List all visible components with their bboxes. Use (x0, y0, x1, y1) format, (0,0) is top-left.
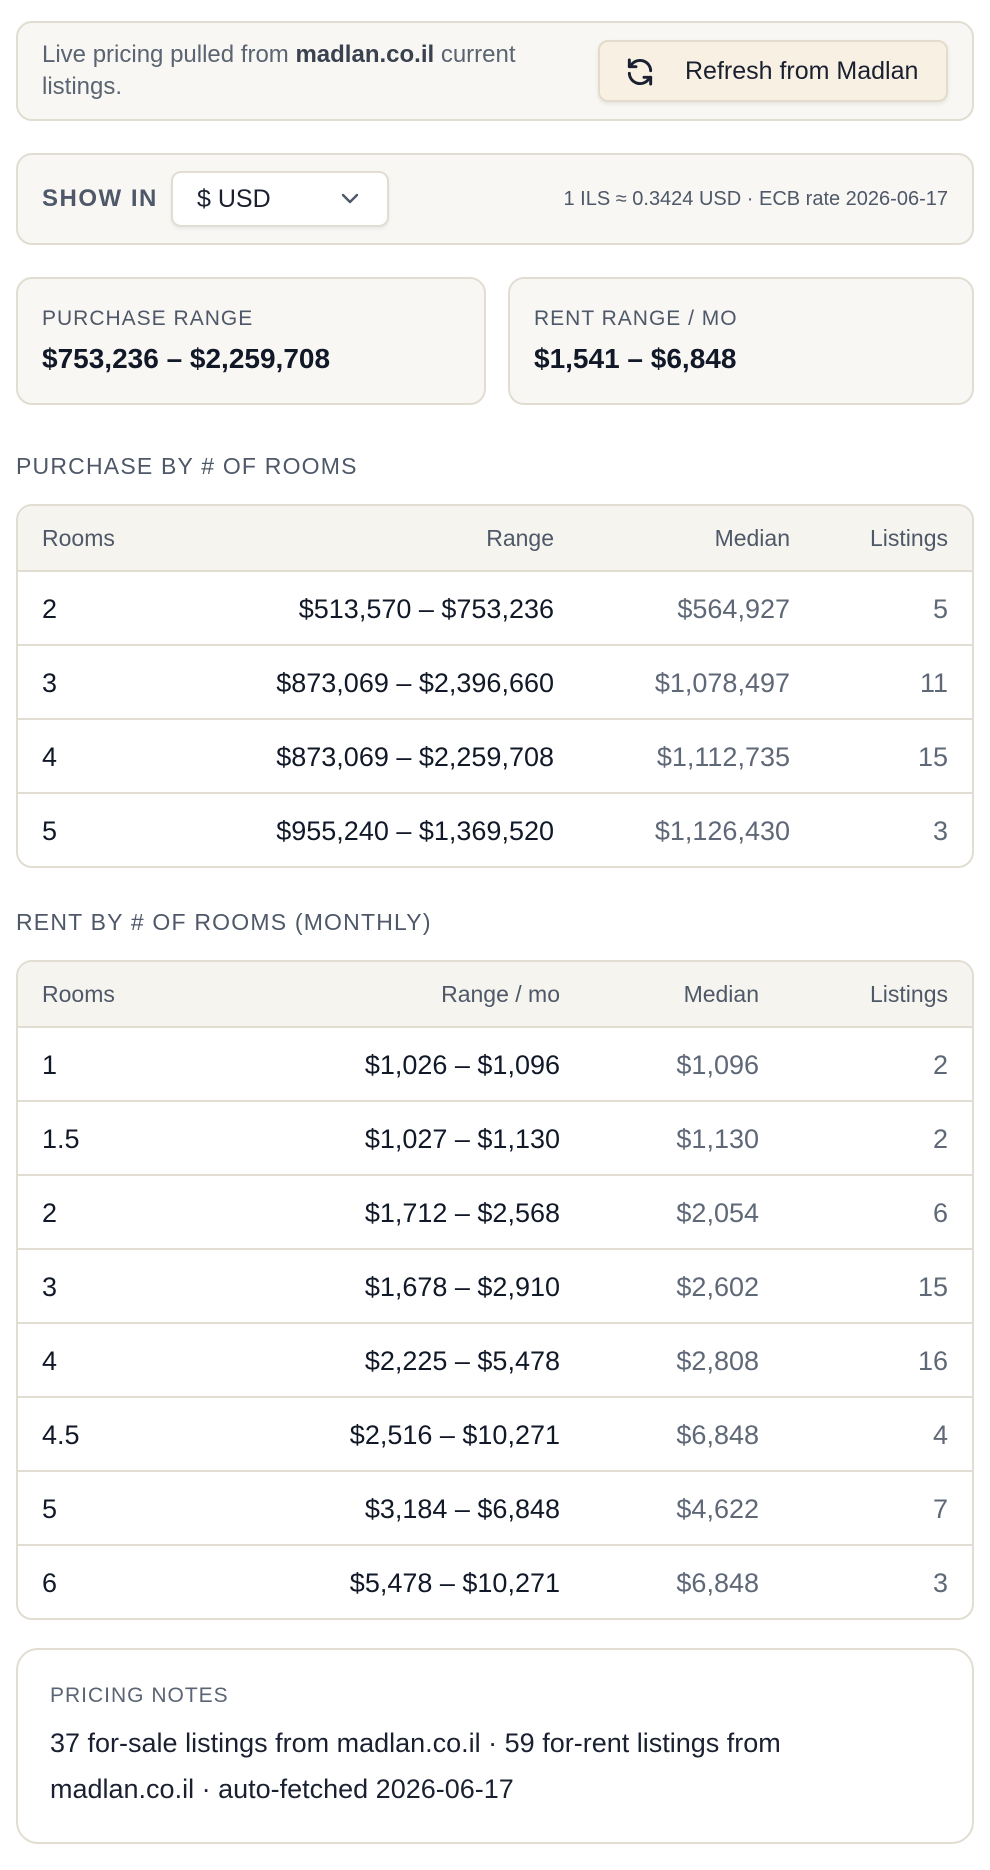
refresh-button-label: Refresh from Madlan (685, 57, 919, 85)
cell-range: $873,069 – $2,396,660 (276, 668, 554, 698)
cell-listings: 7 (932, 1494, 948, 1524)
cell-range: $513,570 – $753,236 (298, 594, 554, 624)
currency-bar: SHOW IN $ USD 1 ILS ≈ 0.3424 USD · ECB r… (16, 153, 974, 245)
cell-median: $1,078,497 (654, 668, 790, 698)
column-header-median: Median (683, 981, 759, 1007)
column-header-range: Range / mo (441, 981, 560, 1007)
cell-median: $6,848 (676, 1568, 759, 1598)
cell-range: $955,240 – $1,369,520 (276, 816, 554, 846)
banner-text-prefix: Live pricing pulled from (42, 41, 296, 68)
cell-listings: 15 (917, 1272, 948, 1302)
cell-rooms: 5 (42, 816, 58, 846)
cell-listings: 5 (932, 594, 948, 624)
column-header-range: Range (486, 525, 554, 551)
cell-rooms: 3 (42, 668, 58, 698)
purchase-range-value: $753,236 – $2,259,708 (42, 343, 331, 374)
table-row: 1.5 $1,027 – $1,130 $1,130 2 (18, 1100, 972, 1174)
cell-range: $2,225 – $5,478 (364, 1346, 560, 1376)
cell-rooms: 1.5 (42, 1124, 80, 1154)
banner-source: madlan.co.il (295, 41, 435, 68)
cell-median: $1,126,430 (654, 816, 790, 846)
cell-range: $2,516 – $10,271 (349, 1420, 560, 1450)
rent-range-value: $1,541 – $6,848 (534, 343, 737, 374)
cell-median: $4,622 (676, 1494, 759, 1524)
currency-select[interactable]: $ USD (171, 171, 389, 227)
cell-listings: 6 (932, 1198, 948, 1228)
table-row: 6 $5,478 – $10,271 $6,848 3 (18, 1544, 972, 1618)
cell-rooms: 2 (42, 1198, 58, 1228)
rent-range-card: RENT RANGE / MO $1,541 – $6,848 (508, 277, 974, 405)
cell-range: $1,026 – $1,096 (364, 1050, 560, 1080)
cell-listings: 4 (932, 1420, 948, 1450)
cell-listings: 16 (917, 1346, 948, 1376)
column-header-rooms: Rooms (42, 981, 115, 1007)
rent-table-title: RENT BY # OF ROOMS (MONTHLY) (16, 909, 432, 935)
refresh-icon (627, 58, 653, 86)
cell-median: $1,130 (676, 1124, 759, 1154)
exchange-rate-text: 1 ILS ≈ 0.3424 USD · ECB rate 2026-06-17 (563, 188, 948, 210)
cell-median: $6,848 (676, 1420, 759, 1450)
cell-rooms: 6 (42, 1568, 58, 1598)
table-header-row: Rooms Range Median Listings (18, 506, 972, 570)
currency-selected-value: $ USD (197, 185, 271, 213)
pricing-notes-label: PRICING NOTES (50, 1684, 229, 1707)
pricing-notes-card: PRICING NOTES 37 for-sale listings from … (16, 1648, 974, 1844)
cell-median: $1,112,735 (656, 742, 790, 772)
table-row: 3 $873,069 – $2,396,660 $1,078,497 11 (18, 644, 972, 718)
column-header-listings: Listings (870, 525, 948, 551)
cell-listings: 3 (932, 1568, 948, 1598)
cell-listings: 2 (932, 1124, 948, 1154)
cell-rooms: 2 (42, 594, 58, 624)
table-row: 2 $513,570 – $753,236 $564,927 5 (18, 570, 972, 644)
cell-range: $5,478 – $10,271 (349, 1568, 560, 1598)
cell-listings: 15 (917, 742, 948, 772)
cell-range: $1,027 – $1,130 (364, 1124, 560, 1154)
table-row: 5 $955,240 – $1,369,520 $1,126,430 3 (18, 792, 972, 866)
purchase-range-label: PURCHASE RANGE (42, 307, 254, 330)
chevron-down-icon (341, 193, 359, 204)
table-row: 3 $1,678 – $2,910 $2,602 15 (18, 1248, 972, 1322)
column-header-median: Median (714, 525, 790, 551)
banner-text: Live pricing pulled from madlan.co.il cu… (42, 39, 582, 103)
cell-range: $1,712 – $2,568 (364, 1198, 560, 1228)
source-banner: Live pricing pulled from madlan.co.il cu… (16, 21, 974, 121)
cell-rooms: 4 (42, 1346, 58, 1376)
table-row: 2 $1,712 – $2,568 $2,054 6 (18, 1174, 972, 1248)
cell-median: $2,054 (676, 1198, 759, 1228)
purchase-table-title: PURCHASE BY # OF ROOMS (16, 453, 358, 479)
cell-median: $1,096 (676, 1050, 759, 1080)
cell-rooms: 3 (42, 1272, 58, 1302)
show-in-label: SHOW IN (42, 185, 158, 212)
table-header-row: Rooms Range / mo Median Listings (18, 962, 972, 1026)
table-row: 4 $2,225 – $5,478 $2,808 16 (18, 1322, 972, 1396)
cell-rooms: 4 (42, 742, 58, 772)
cell-listings: 3 (932, 816, 948, 846)
table-row: 5 $3,184 – $6,848 $4,622 7 (18, 1470, 972, 1544)
table-row: 4 $873,069 – $2,259,708 $1,112,735 15 (18, 718, 972, 792)
table-row: 4.5 $2,516 – $10,271 $6,848 4 (18, 1396, 972, 1470)
cell-median: $2,808 (676, 1346, 759, 1376)
rent-table: Rooms Range / mo Median Listings 1 $1,02… (16, 960, 974, 1620)
cell-rooms: 5 (42, 1494, 58, 1524)
table-row: 1 $1,026 – $1,096 $1,096 2 (18, 1026, 972, 1100)
pricing-notes-text: 37 for-sale listings from madlan.co.il ·… (50, 1728, 781, 1804)
cell-listings: 2 (932, 1050, 948, 1080)
cell-range: $3,184 – $6,848 (364, 1494, 560, 1524)
cell-listings: 11 (919, 668, 948, 698)
refresh-button[interactable]: Refresh from Madlan (598, 40, 948, 102)
purchase-table: Rooms Range Median Listings 2 $513,570 –… (16, 504, 974, 868)
rent-range-label: RENT RANGE / MO (534, 307, 738, 330)
column-header-listings: Listings (870, 981, 948, 1007)
cell-median: $564,927 (677, 594, 790, 624)
cell-range: $873,069 – $2,259,708 (276, 742, 554, 772)
cell-rooms: 4.5 (42, 1420, 80, 1450)
column-header-rooms: Rooms (42, 525, 115, 551)
cell-rooms: 1 (42, 1050, 58, 1080)
banner-text-suffix: current listings. (42, 41, 516, 100)
cell-median: $2,602 (676, 1272, 759, 1302)
purchase-range-card: PURCHASE RANGE $753,236 – $2,259,708 (16, 277, 486, 405)
cell-range: $1,678 – $2,910 (364, 1272, 560, 1302)
